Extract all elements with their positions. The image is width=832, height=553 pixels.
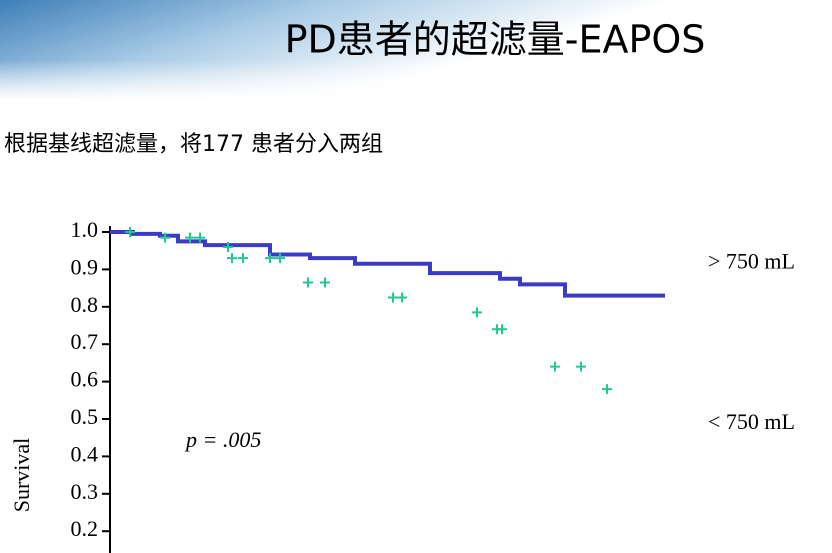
censor-mark <box>160 232 170 243</box>
y-tick-label: 0.2 <box>71 516 99 541</box>
censor-mark <box>227 253 237 264</box>
y-axis-label: Survival <box>9 438 34 513</box>
censor-mark <box>125 227 135 237</box>
censor-mark <box>195 232 205 243</box>
y-tick-label: 0.8 <box>71 292 99 317</box>
censor-mark <box>550 361 560 372</box>
censor-mark <box>576 361 586 372</box>
subtitle: 根据基线超滤量，将177 患者分入两组 <box>4 132 383 157</box>
censor-mark <box>185 232 195 243</box>
y-tick-label: 0.5 <box>71 404 99 429</box>
censor-mark <box>397 292 407 303</box>
y-tick-label: 0.3 <box>71 479 99 504</box>
y-tick-label: 1.0 <box>71 217 99 242</box>
censor-mark <box>472 307 482 318</box>
y-tick-label: 0.9 <box>71 254 99 279</box>
header-fade <box>0 0 832 100</box>
censor-mark <box>238 253 248 264</box>
censor-mark <box>265 253 275 264</box>
censor-mark <box>602 384 612 395</box>
survival-curve <box>110 230 665 298</box>
censor-mark <box>388 292 398 303</box>
censor-mark <box>223 241 233 252</box>
series-label: < 750 mL <box>708 409 795 434</box>
p-value: p = .005 <box>184 427 261 452</box>
censor-mark <box>320 277 330 288</box>
series-label: > 750 mL <box>708 249 795 274</box>
censor-mark <box>275 253 285 264</box>
censor-mark <box>497 324 507 335</box>
y-tick-label: 0.6 <box>71 367 99 392</box>
slide-title: PD患者的超滤量-EAPOS <box>285 18 706 62</box>
censor-mark <box>303 277 313 288</box>
y-tick-label: 0.7 <box>71 329 99 354</box>
y-tick-label: 0.4 <box>71 441 99 466</box>
